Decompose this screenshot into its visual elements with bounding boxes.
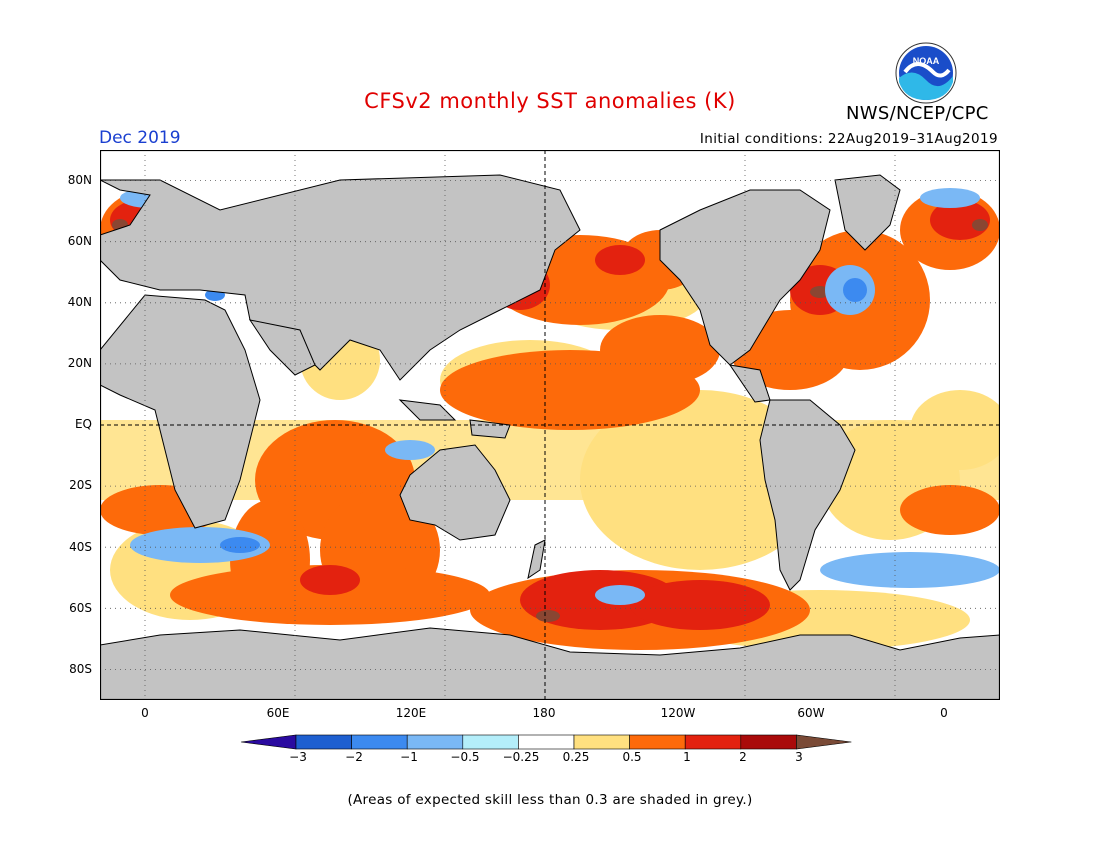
lat-label: 60N — [67, 234, 92, 248]
colorbar-label: −3 — [289, 750, 307, 764]
colorbar-cell — [629, 734, 686, 750]
lon-label: 120W — [660, 706, 696, 720]
colorbar-label: 0.25 — [562, 750, 590, 764]
lat-label: 40S — [69, 540, 92, 554]
lat-label: 80S — [69, 662, 92, 676]
lon-label: 120E — [395, 706, 427, 720]
lon-label: 180 — [532, 706, 556, 720]
colorbar-label: −0.5 — [450, 750, 480, 764]
initial-conditions: Initial conditions: 22Aug2019–31Aug2019 — [699, 131, 998, 147]
noaa-logo-icon: NOAA — [895, 42, 957, 104]
colorbar-cell — [406, 734, 464, 750]
colorbar-cell — [295, 734, 352, 750]
colorbar-cell — [573, 734, 630, 750]
lat-label: 80N — [67, 173, 92, 187]
skill-note: (Areas of expected skill less than 0.3 a… — [347, 792, 753, 808]
colorbar-label: 0.5 — [622, 750, 642, 764]
colorbar-end-low — [240, 734, 297, 750]
colorbar — [240, 734, 852, 750]
equator-dateline — [100, 150, 1000, 700]
sst-anomaly-map — [100, 150, 1000, 700]
colorbar-label: −0.25 — [502, 750, 540, 764]
lat-label: 20S — [69, 478, 92, 492]
colorbar-cell — [740, 734, 797, 750]
colorbar-end-high — [796, 734, 852, 750]
colorbar-label: −2 — [345, 750, 363, 764]
chart-title: CFSv2 monthly SST anomalies (K) — [364, 89, 736, 113]
lon-label: 60W — [797, 706, 825, 720]
logo-text: NOAA — [913, 56, 940, 66]
colorbar-label: 3 — [795, 750, 803, 764]
lat-label: 20N — [67, 356, 92, 370]
colorbar-label: 1 — [683, 750, 691, 764]
colorbar-cell — [684, 734, 742, 750]
lat-label: 40N — [67, 295, 92, 309]
map-frame — [100, 150, 1000, 700]
colorbar-cell — [351, 734, 408, 750]
land-masses — [100, 174, 1000, 700]
colorbar-label: 2 — [739, 750, 747, 764]
lat-label: 60S — [69, 601, 92, 615]
lon-label: 0 — [940, 706, 948, 720]
colorbar-cell — [518, 734, 575, 750]
forecast-month: Dec 2019 — [99, 128, 181, 148]
lon-label: 0 — [141, 706, 149, 720]
lon-label: 60E — [266, 706, 290, 720]
colorbar-label: −1 — [400, 750, 418, 764]
colorbar-cell — [462, 734, 519, 750]
lat-label: EQ — [74, 417, 92, 431]
agency-label: NWS/NCEP/CPC — [846, 103, 989, 124]
